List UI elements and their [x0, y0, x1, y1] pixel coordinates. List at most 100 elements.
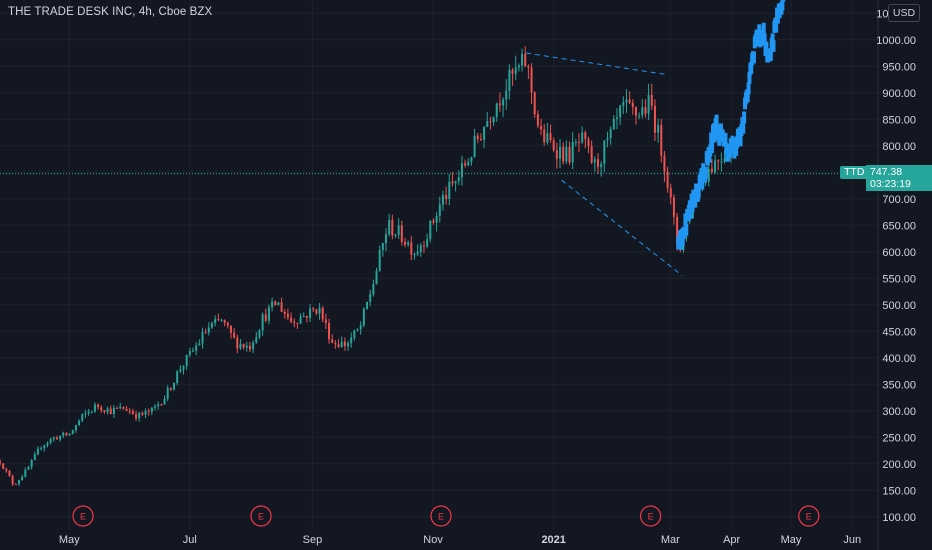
- candle-body: [559, 146, 562, 159]
- projection-bar: [727, 145, 732, 158]
- candle-body: [375, 270, 378, 285]
- candle-body: [239, 343, 242, 349]
- trendline[interactable]: [525, 52, 665, 75]
- projection-bar: [714, 114, 719, 127]
- time-axis[interactable]: May Jul Sep Nov 2021 Mar Apr May Jun: [59, 534, 861, 546]
- candle-body: [710, 168, 713, 173]
- candle-body: [173, 382, 176, 390]
- candle-body: [2, 463, 5, 469]
- price-tick-label: 200.00: [882, 459, 916, 471]
- candle-body: [552, 140, 555, 151]
- candle-body: [464, 163, 467, 166]
- candle-body: [540, 125, 543, 130]
- time-tick-label: Nov: [423, 534, 443, 546]
- candle-body: [97, 404, 100, 408]
- candle-body: [78, 420, 81, 426]
- price-tick-label: 900.00: [882, 88, 916, 100]
- projection-bar: [762, 33, 767, 46]
- earnings-marker[interactable]: E: [639, 505, 662, 527]
- price-tick-label: 400.00: [882, 353, 916, 365]
- candle-body: [489, 121, 492, 123]
- candle-body: [280, 302, 283, 312]
- candle-body: [210, 323, 213, 328]
- candle-body: [116, 407, 119, 409]
- candle-body: [312, 308, 315, 310]
- projection-bar: [684, 223, 689, 236]
- candle-body: [628, 99, 631, 103]
- candle-body: [81, 414, 84, 421]
- time-tick-label: Jul: [183, 534, 197, 546]
- trendline[interactable]: [561, 179, 683, 276]
- candle-body: [521, 53, 524, 66]
- candle-body: [457, 177, 460, 182]
- candle-body: [195, 345, 198, 351]
- candle-body: [49, 439, 52, 444]
- candle-body: [362, 308, 365, 326]
- candle-body: [160, 404, 163, 406]
- candle-body: [435, 215, 438, 223]
- time-tick-label: May: [59, 534, 80, 546]
- candle-body: [321, 307, 324, 320]
- candle-body: [714, 160, 717, 173]
- candle-body: [574, 141, 577, 143]
- projection-bar: [707, 150, 712, 163]
- time-tick-label: Apr: [723, 534, 740, 546]
- candle-body: [707, 168, 710, 182]
- candle-body: [106, 408, 109, 412]
- projection-bar: [761, 22, 766, 35]
- candle-body: [378, 249, 381, 271]
- candle-body: [612, 118, 615, 130]
- earnings-marker[interactable]: E: [72, 505, 94, 527]
- time-tick-label: Jun: [843, 534, 861, 546]
- candle-body: [271, 301, 274, 308]
- candle-body: [17, 480, 20, 485]
- earnings-marker[interactable]: E: [250, 505, 272, 527]
- candle-body: [422, 245, 425, 247]
- candle-body: [353, 330, 356, 338]
- candle-body: [568, 146, 571, 163]
- currency-button[interactable]: USD: [888, 4, 920, 22]
- candle-body: [451, 181, 454, 184]
- candle-body: [593, 159, 596, 163]
- candle-body: [650, 94, 653, 106]
- time-tick-label: May: [781, 534, 802, 546]
- candle-body: [144, 410, 147, 415]
- candle-body: [179, 369, 182, 372]
- earnings-marker[interactable]: E: [430, 505, 452, 527]
- projection-bar: [742, 111, 747, 124]
- projection-bar: [781, 0, 786, 2]
- price-axis[interactable]: 100.00 150.00 200.00 250.00 300.00 350.00 400.…: [876, 8, 916, 524]
- candle-body: [52, 437, 55, 440]
- candle-body: [527, 66, 530, 68]
- candle-body: [524, 53, 527, 67]
- candle-body: [400, 225, 403, 242]
- candle-body: [8, 470, 11, 477]
- candle-body: [236, 337, 239, 349]
- candle-body: [416, 251, 419, 255]
- candle-body: [258, 330, 261, 337]
- candle-body: [220, 319, 223, 321]
- earnings-label: E: [258, 512, 264, 522]
- candle-body: [590, 145, 593, 163]
- candle-body: [100, 407, 103, 411]
- projection-bar: [768, 48, 773, 61]
- candle-body: [334, 342, 337, 345]
- candle-body: [267, 307, 270, 321]
- candle-body: [615, 117, 618, 119]
- candle-body: [293, 321, 296, 323]
- candle-body: [343, 341, 346, 347]
- candle-body: [33, 454, 36, 461]
- candle-body: [676, 216, 679, 246]
- candle-body: [277, 302, 280, 306]
- candle-body: [587, 139, 590, 146]
- candle-body: [666, 171, 669, 188]
- price-tick-label: 700.00: [882, 194, 916, 206]
- earnings-marker[interactable]: E: [798, 505, 820, 527]
- candle-body: [657, 124, 660, 133]
- candle-body: [407, 242, 410, 245]
- price-tick-label: 500.00: [882, 300, 916, 312]
- last-price-tag: 747.38 03:23:19: [866, 165, 932, 191]
- candle-body: [59, 435, 62, 440]
